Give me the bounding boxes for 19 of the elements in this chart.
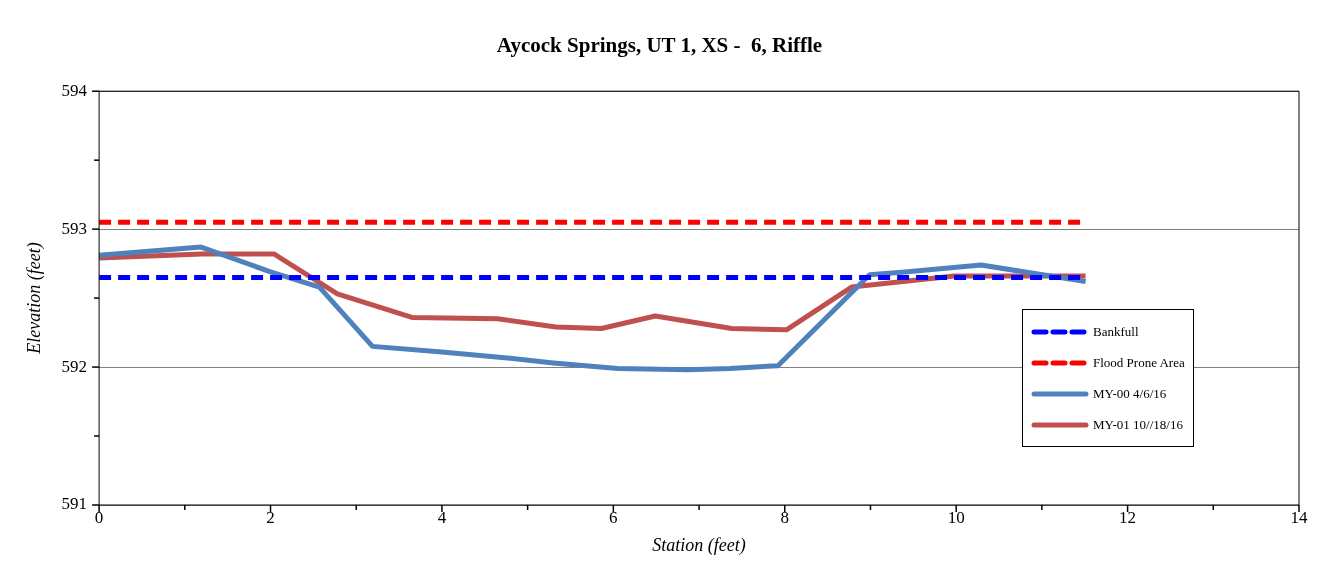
x-axis-title: Station (feet)	[652, 534, 746, 556]
x-tick-label: 2	[266, 507, 275, 527]
legend-label: Flood Prone Area	[1093, 354, 1185, 371]
x-tick-label: 0	[94, 507, 104, 527]
x-tick-label: 10	[947, 507, 965, 527]
y-axis-title: Elevation (feet)	[23, 242, 45, 355]
legend-label: MY-00 4/6/16	[1093, 385, 1167, 402]
x-tick-label: 4	[437, 507, 447, 527]
x-tick-label: 8	[780, 507, 790, 527]
y-tick-label: 592	[61, 356, 88, 376]
chart-title: Aycock Springs, UT 1, XS - 6, Riffle	[496, 33, 823, 58]
x-tick-label: 14	[1290, 507, 1308, 527]
legend-label: Bankfull	[1093, 323, 1139, 340]
y-tick-label: 594	[61, 80, 88, 100]
x-tick-label: 6	[609, 507, 618, 527]
x-tick-label: 12	[1119, 507, 1137, 527]
y-tick-label: 591	[61, 494, 88, 514]
legend-label: MY-01 10//18/16	[1093, 416, 1183, 433]
y-tick-label: 593	[61, 218, 88, 238]
